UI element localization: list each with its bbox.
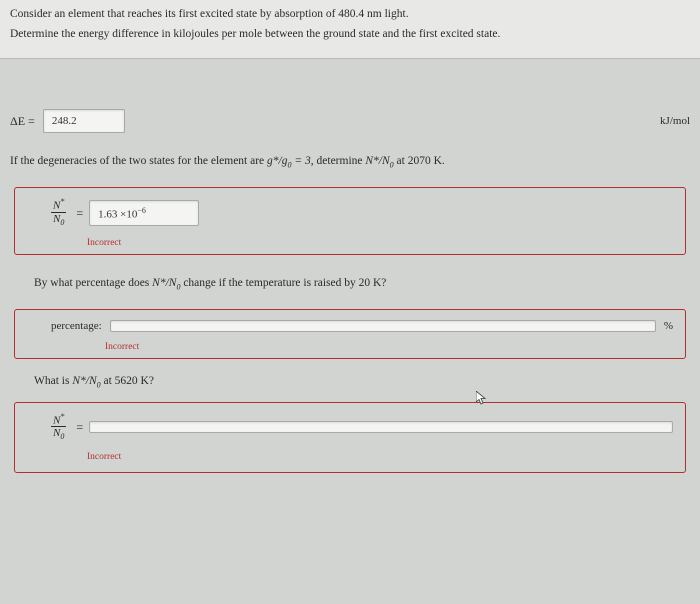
q2-input[interactable]: 1.63 ×10−6 [89,200,199,227]
q1-input[interactable]: 248.2 [43,109,125,133]
q3-prompt-post: change if the temperature is raised by 2… [180,277,386,289]
q2-frac-den: N0 [51,213,66,228]
q3-var: N*/N0 [152,277,180,289]
q3-input[interactable] [110,320,656,332]
q3-prompt: By what percentage does N*/N0 change if … [34,277,690,291]
q4-frac-num: N* [51,413,66,428]
q3-prompt-pre: By what percentage does [34,277,152,289]
q4-feedback: Incorrect [87,452,673,462]
q2-prompt-pre: If the degeneracies of the two states fo… [10,155,267,167]
q2-prompt-mid: , determine [311,155,366,167]
q2-var: N*/N0 [365,155,393,167]
q1-row: ΔE = 248.2 kJ/mol [10,109,690,133]
q2-prompt: If the degeneracies of the two states fo… [10,155,690,169]
q2-expr: g*/g0 = 3 [267,155,311,167]
q4-prompt: What is N*/N0 at 5620 K? [34,375,690,389]
q2-frac-num: N* [51,198,66,213]
q2-prompt-post: at 2070 K. [394,155,445,167]
q4-input[interactable] [89,421,673,433]
q3-unit: % [664,320,673,332]
q3-feedback: Incorrect [105,342,673,352]
problem-intro: Consider an element that reaches its fir… [0,0,700,59]
intro-line-1: Consider an element that reaches its fir… [10,8,690,20]
q3-row: percentage: % [51,320,673,332]
q4-fraction: N* N0 [51,413,66,443]
q4-row: N* N0 = [51,413,673,443]
q3-block: percentage: % Incorrect [14,309,686,359]
intro-line-2: Determine the energy difference in kiloj… [10,28,690,40]
q4-block: N* N0 = Incorrect [14,402,686,474]
q4-prompt-post: at 5620 K? [101,375,154,387]
q3-label: percentage: [51,320,102,332]
q4-var: N*/N0 [72,375,100,387]
q1-unit: kJ/mol [660,115,690,127]
q4-frac-den: N0 [51,427,66,442]
q2-equals: = [76,206,83,221]
q2-feedback: Incorrect [87,238,673,248]
q4-prompt-pre: What is [34,375,72,387]
cursor-icon [476,391,487,406]
q2-block: N* N0 = 1.63 ×10−6 Incorrect [14,187,686,255]
q2-fraction: N* N0 [51,198,66,228]
q2-row: N* N0 = 1.63 ×10−6 [51,198,673,228]
content-area: ΔE = 248.2 kJ/mol If the degeneracies of… [0,59,700,473]
q4-equals: = [76,420,83,435]
q1-label: ΔE = [10,114,35,129]
